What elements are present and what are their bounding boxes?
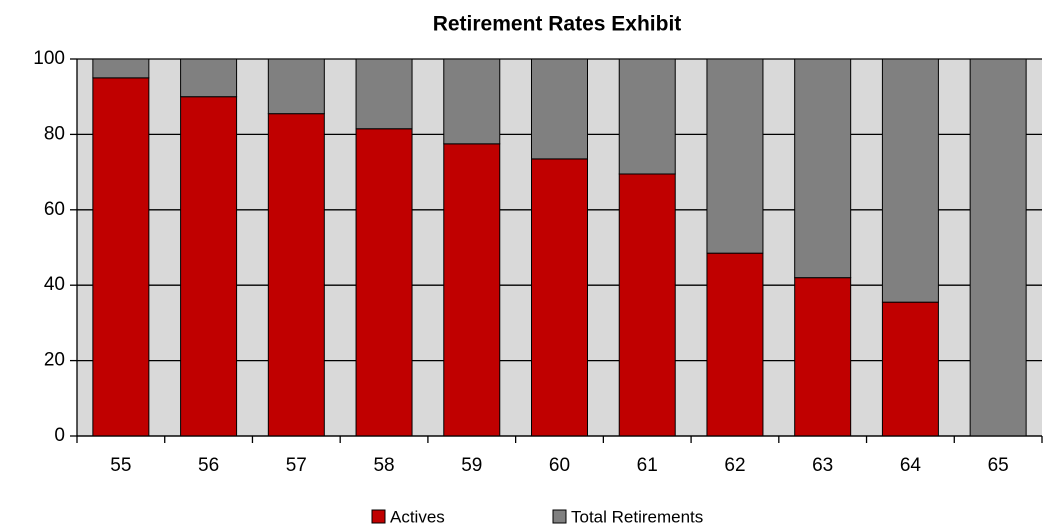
x-tick-label: 56 <box>198 455 219 476</box>
x-tick-label: 60 <box>549 455 570 476</box>
y-tick-label: 100 <box>33 48 65 69</box>
x-tick-label: 59 <box>461 455 482 476</box>
bar-segment <box>443 58 501 145</box>
bar-segment <box>180 58 238 98</box>
legend-swatch <box>552 509 567 524</box>
bar-segment <box>92 58 150 79</box>
bar-segment <box>794 277 852 437</box>
bar-segment <box>180 96 238 437</box>
bar-segment <box>881 301 939 437</box>
bar-segment <box>881 58 939 303</box>
x-tick-label: 55 <box>110 455 131 476</box>
x-tick-label: 58 <box>373 455 394 476</box>
chart-title: Retirement Rates Exhibit <box>433 13 682 36</box>
bar-segment <box>706 58 764 254</box>
bar-segment <box>92 77 150 437</box>
x-tick-label: 65 <box>988 455 1009 476</box>
legend-label: Actives <box>390 507 445 526</box>
y-tick-label: 0 <box>54 425 65 446</box>
bar-segment <box>355 58 413 130</box>
y-tick-label: 40 <box>44 274 65 295</box>
x-tick-label: 62 <box>724 455 745 476</box>
x-tick-label: 57 <box>286 455 307 476</box>
legend-label: Total Retirements <box>571 507 703 526</box>
y-tick-label: 80 <box>44 123 65 144</box>
bar-segment <box>969 58 1027 437</box>
bar-segment <box>618 58 676 175</box>
y-tick-label: 60 <box>44 199 65 220</box>
bar-segment <box>355 128 413 437</box>
x-tick-label: 63 <box>812 455 833 476</box>
bar-segment <box>531 58 588 160</box>
bar-segment <box>706 252 764 437</box>
bar-segment <box>794 58 852 279</box>
bar-segment <box>531 158 588 437</box>
legend-swatch <box>371 509 386 524</box>
bar-segment <box>618 173 676 437</box>
bar-segment <box>443 143 501 437</box>
x-tick-label: 61 <box>637 455 658 476</box>
y-tick-label: 20 <box>44 350 65 371</box>
bar-segment <box>267 113 325 437</box>
x-tick-label: 64 <box>900 455 922 476</box>
bar-segment <box>267 58 325 115</box>
